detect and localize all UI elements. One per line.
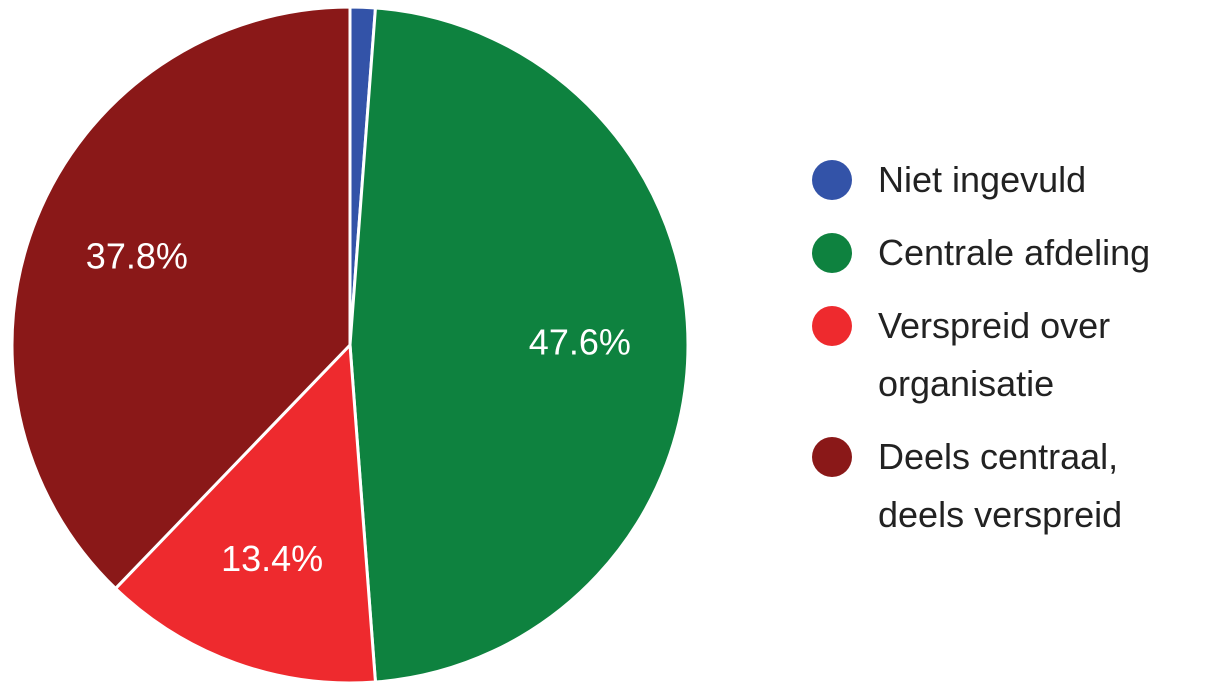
legend-item: Verspreid over organisatie	[812, 297, 1212, 413]
legend-item: Centrale afdeling	[812, 224, 1212, 282]
legend-swatch	[812, 437, 852, 477]
legend-label: Centrale afdeling	[878, 232, 1151, 273]
legend-label: Niet ingevuld	[878, 159, 1087, 200]
slice-label: 47.6%	[529, 322, 631, 363]
legend-label: Verspreid over organisatie	[878, 305, 1111, 404]
legend-label: Deels centraal, deels verspreid	[878, 436, 1123, 535]
legend: Niet ingevuld Centrale afdeling Verspreid …	[812, 151, 1212, 544]
pie-slice	[348, 6, 690, 683]
chart: 47.6% 13.4% 37.8%	[10, 5, 690, 683]
pie-slice	[10, 5, 352, 591]
legend-item: Deels centraal, deels verspreid	[812, 428, 1212, 544]
legend-swatch	[812, 160, 852, 200]
slice-label: 37.8%	[86, 236, 188, 277]
legend-swatch	[812, 233, 852, 273]
legend-swatch	[812, 306, 852, 346]
slice-label: 13.4%	[221, 538, 323, 579]
legend-item: Niet ingevuld	[812, 151, 1212, 209]
